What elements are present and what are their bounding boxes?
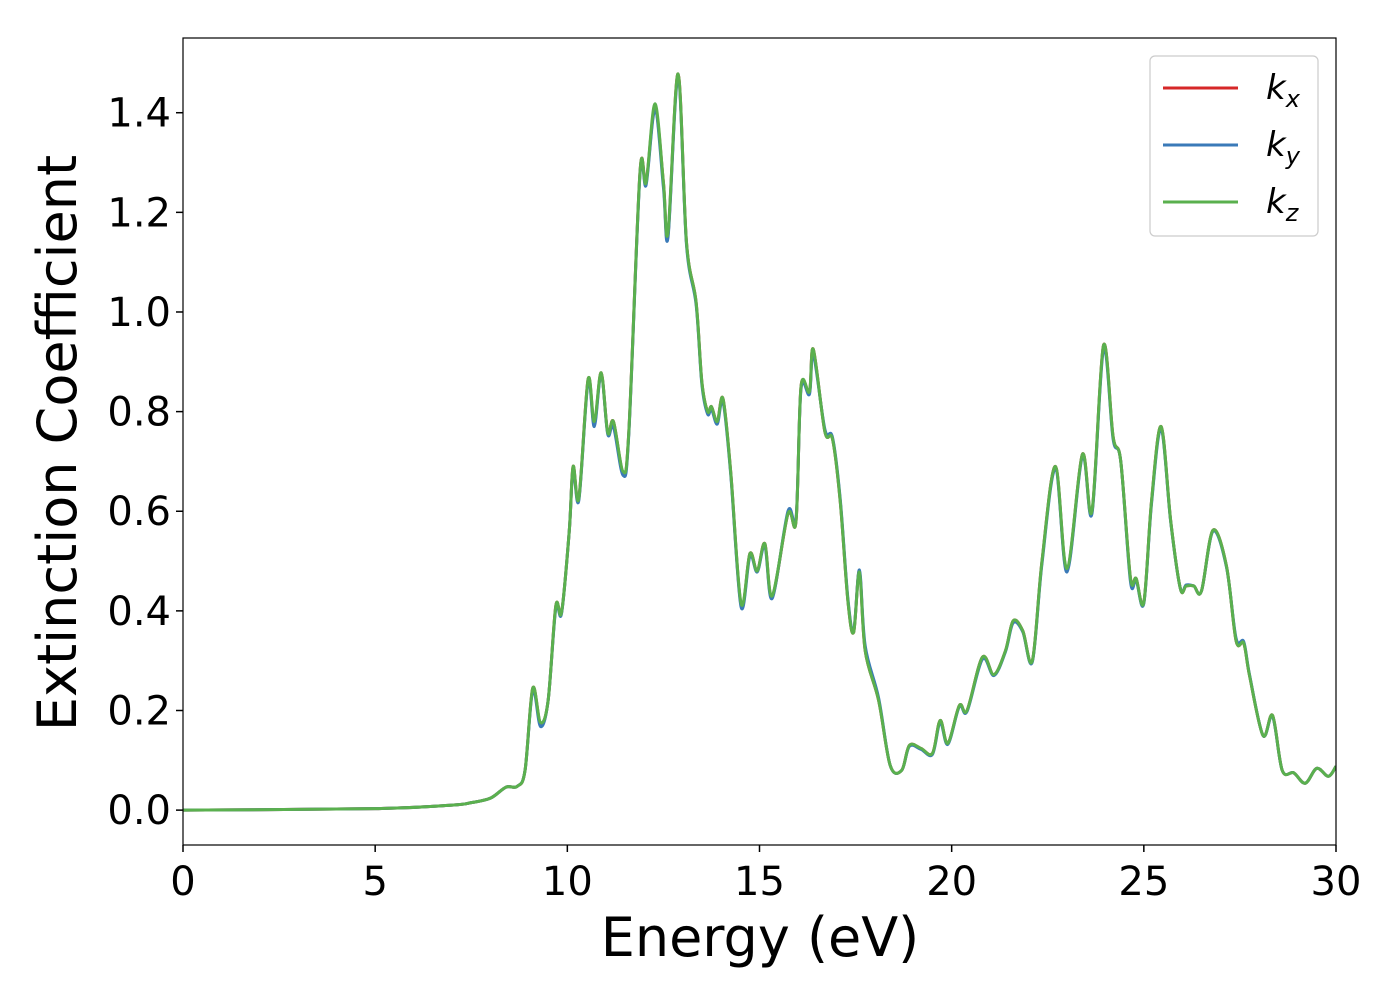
x-tick-label: 5 xyxy=(362,859,387,905)
x-tick-label: 30 xyxy=(1311,859,1362,905)
y-tick-label: 1.0 xyxy=(107,290,171,336)
x-tick-label: 25 xyxy=(1118,859,1169,905)
y-tick-label: 0.0 xyxy=(107,788,171,834)
x-axis-label: Energy (eV) xyxy=(601,906,920,969)
y-tick-label: 0.2 xyxy=(107,689,171,735)
y-tick-label: 0.8 xyxy=(107,390,171,436)
x-tick-label: 0 xyxy=(170,859,195,905)
y-tick-label: 0.6 xyxy=(107,489,171,535)
y-axis-label: Extinction Coefficient xyxy=(26,155,89,731)
legend-label: kx xyxy=(1266,68,1301,113)
series-line xyxy=(183,72,1336,812)
plot-frame xyxy=(182,37,1337,846)
legend-label: kz xyxy=(1266,182,1300,227)
x-tick-label: 10 xyxy=(542,859,593,905)
y-tick-label: 1.4 xyxy=(107,91,171,137)
y-tick-label: 1.2 xyxy=(107,190,171,236)
y-tick-label: 0.4 xyxy=(107,589,171,635)
legend-label: ky xyxy=(1266,125,1301,170)
x-tick-label: 20 xyxy=(926,859,977,905)
x-tick-label: 15 xyxy=(734,859,785,905)
